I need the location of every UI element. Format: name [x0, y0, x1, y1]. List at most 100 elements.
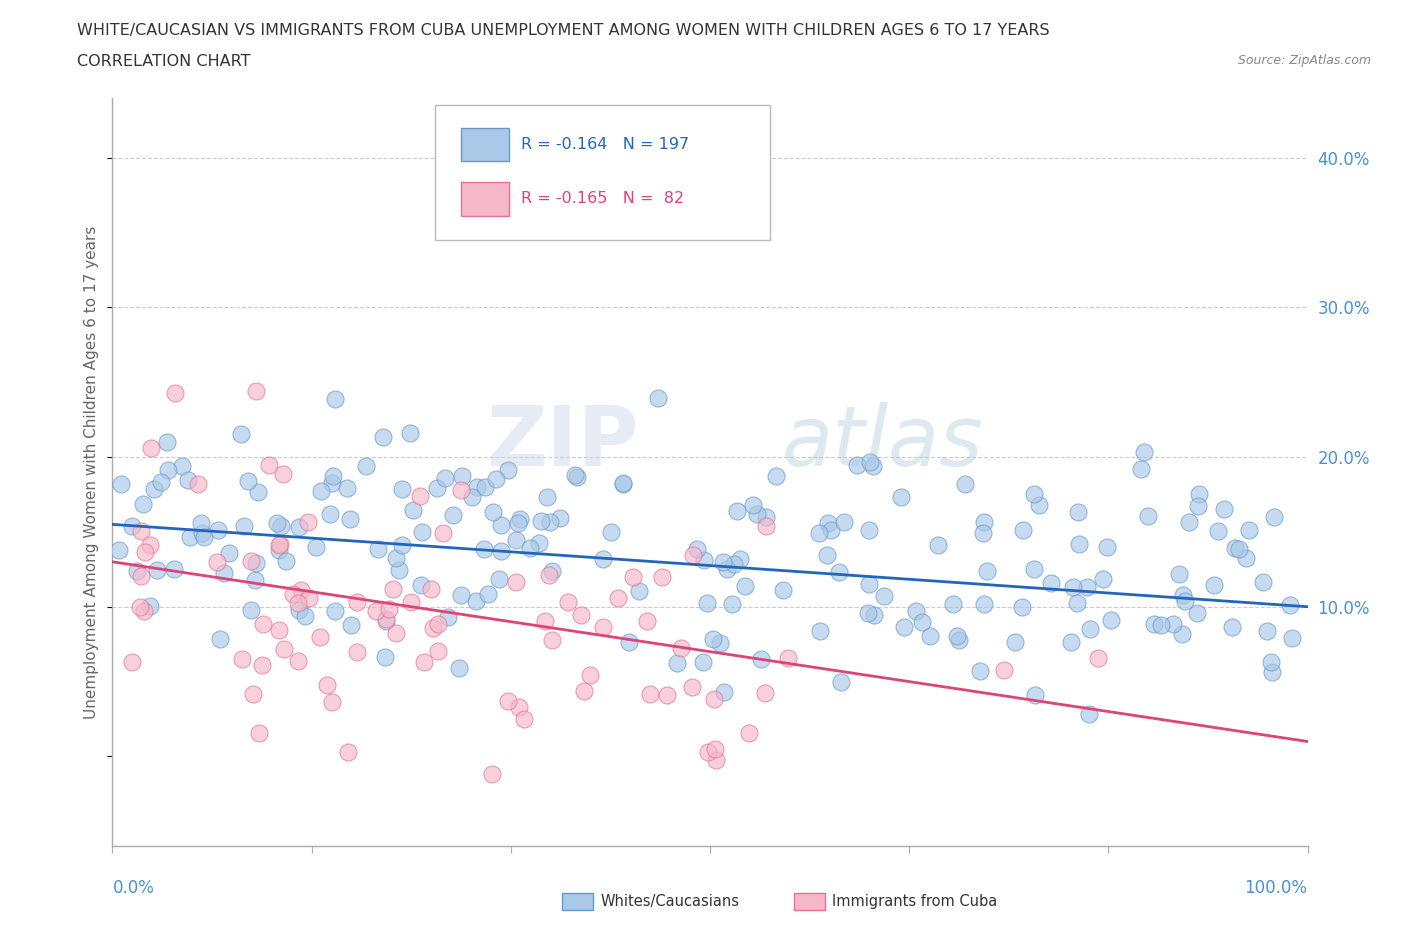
- Point: [218, 546, 240, 561]
- Point: [373, 430, 395, 445]
- Point: [378, 602, 401, 617]
- Point: [893, 620, 915, 635]
- Point: [600, 525, 623, 540]
- Point: [233, 518, 256, 533]
- Point: [346, 594, 368, 609]
- Text: Immigrants from Cuba: Immigrants from Cuba: [832, 894, 998, 909]
- Point: [612, 476, 634, 491]
- Point: [820, 523, 842, 538]
- Point: [519, 540, 541, 555]
- Point: [686, 541, 709, 556]
- Point: [290, 582, 312, 597]
- Point: [703, 742, 725, 757]
- Point: [592, 551, 614, 566]
- Point: [572, 684, 595, 698]
- Point: [496, 462, 519, 477]
- Point: [713, 684, 735, 699]
- Point: [505, 575, 527, 590]
- Point: [207, 523, 229, 538]
- Point: [536, 490, 558, 505]
- Point: [465, 479, 488, 494]
- Point: [1161, 617, 1184, 631]
- Point: [569, 607, 592, 622]
- Point: [252, 617, 274, 631]
- Point: [450, 587, 472, 602]
- Point: [269, 537, 291, 551]
- Point: [190, 525, 212, 540]
- Point: [976, 564, 998, 578]
- Point: [692, 654, 714, 669]
- Point: [193, 529, 215, 544]
- Point: [858, 577, 880, 591]
- Point: [669, 641, 692, 656]
- Point: [948, 632, 970, 647]
- Point: [427, 644, 450, 658]
- Point: [1091, 571, 1114, 586]
- Point: [1099, 613, 1122, 628]
- Point: [401, 594, 423, 609]
- Point: [239, 603, 262, 618]
- Point: [1225, 540, 1247, 555]
- Point: [411, 525, 433, 539]
- Point: [339, 512, 361, 526]
- Point: [281, 586, 304, 601]
- Point: [557, 594, 579, 609]
- Point: [1136, 509, 1159, 524]
- Point: [374, 614, 396, 629]
- Point: [953, 476, 976, 491]
- Point: [1150, 618, 1173, 632]
- Point: [1227, 541, 1250, 556]
- Point: [340, 618, 363, 632]
- Point: [1177, 515, 1199, 530]
- Point: [627, 584, 650, 599]
- Point: [696, 595, 718, 610]
- Point: [765, 469, 787, 484]
- Point: [772, 582, 794, 597]
- Point: [441, 508, 464, 523]
- Point: [474, 479, 496, 494]
- Point: [481, 766, 503, 781]
- Point: [155, 434, 177, 449]
- Point: [872, 589, 894, 604]
- Point: [422, 620, 444, 635]
- Point: [993, 662, 1015, 677]
- Point: [846, 458, 869, 472]
- Point: [132, 497, 155, 512]
- Point: [273, 467, 295, 482]
- Point: [1236, 551, 1258, 565]
- Point: [862, 458, 884, 473]
- Point: [1188, 486, 1211, 501]
- Point: [1062, 579, 1084, 594]
- Point: [858, 523, 880, 538]
- Point: [548, 511, 571, 525]
- Point: [274, 553, 297, 568]
- Point: [1143, 617, 1166, 631]
- Point: [856, 605, 879, 620]
- Point: [815, 548, 838, 563]
- Point: [920, 629, 942, 644]
- Point: [266, 516, 288, 531]
- Point: [1206, 524, 1229, 538]
- Point: [1004, 635, 1026, 650]
- Point: [973, 597, 995, 612]
- Point: [655, 687, 678, 702]
- Point: [108, 542, 131, 557]
- Y-axis label: Unemployment Among Women with Children Ages 6 to 17 years: Unemployment Among Women with Children A…: [84, 225, 100, 719]
- Point: [288, 519, 311, 534]
- Point: [297, 514, 319, 529]
- Point: [578, 667, 600, 682]
- Point: [450, 469, 472, 484]
- Point: [508, 699, 530, 714]
- FancyBboxPatch shape: [436, 105, 770, 240]
- Point: [1022, 562, 1045, 577]
- Point: [904, 604, 927, 618]
- Text: CORRELATION CHART: CORRELATION CHART: [77, 54, 250, 69]
- Point: [247, 725, 270, 740]
- Point: [496, 694, 519, 709]
- Point: [505, 532, 527, 547]
- Text: 0.0%: 0.0%: [112, 879, 155, 897]
- Point: [129, 600, 152, 615]
- Point: [391, 481, 413, 496]
- Point: [534, 614, 557, 629]
- Point: [125, 564, 148, 578]
